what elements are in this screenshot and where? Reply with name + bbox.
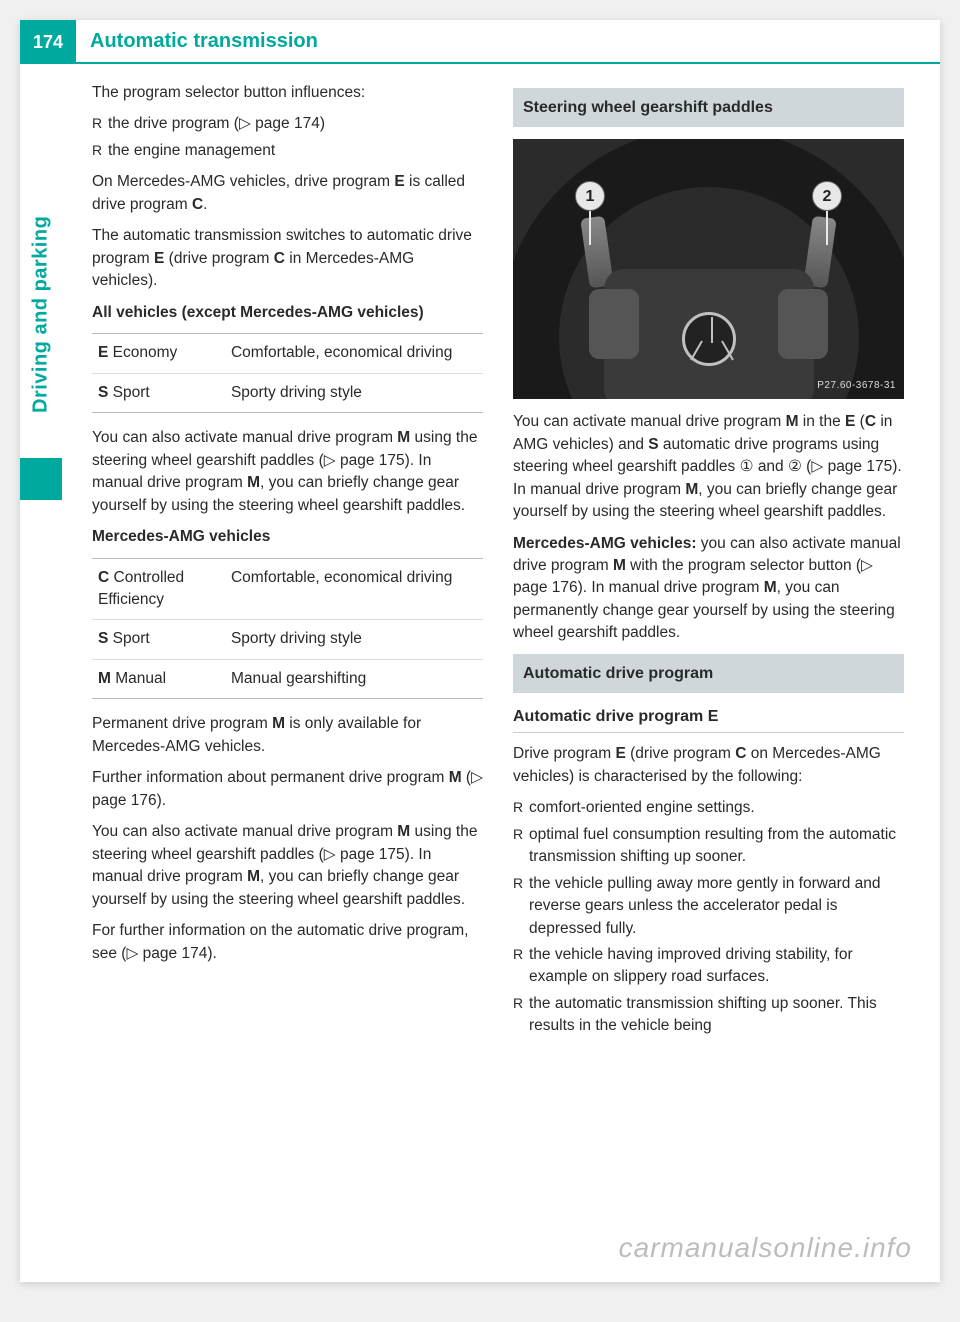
- table-all-vehicles: E Economy Comfortable, economical drivin…: [92, 333, 483, 413]
- callout-line: [826, 211, 828, 245]
- bullet-item: R comfort-oriented engine settings.: [513, 797, 904, 819]
- bullet-marker: R: [92, 140, 108, 162]
- heading-all-vehicles: All vehicles (except Mercedes-AMG vehicl…: [92, 302, 483, 324]
- bullet-item: R the automatic transmission shifting up…: [513, 993, 904, 1038]
- bullets-auto-e: R comfort-oriented engine settings. R op…: [513, 797, 904, 1038]
- bullet-item: R the vehicle pulling away more gently i…: [513, 873, 904, 940]
- side-tab-square: [20, 458, 62, 500]
- bullet-item: R the engine management: [92, 140, 483, 162]
- manual-page: 174 Automatic transmission Driving and p…: [20, 20, 940, 1282]
- bullet-text: comfort-oriented engine settings.: [529, 797, 904, 819]
- para-further: Further information about permanent driv…: [92, 767, 483, 812]
- bullet-text: the vehicle having improved driving stab…: [529, 944, 904, 989]
- bullet-text: the automatic transmission shifting up s…: [529, 993, 904, 1038]
- page-header: 174 Automatic transmission: [20, 20, 940, 64]
- para-amg-e: On Mercedes-AMG vehicles, drive program …: [92, 171, 483, 216]
- heading-amg-vehicles: Mercedes-AMG vehicles: [92, 526, 483, 548]
- bullet-text: the engine management: [108, 140, 483, 162]
- page-number: 174: [20, 20, 76, 64]
- table-amg-vehicles: C Controlled Efficiency Comfortable, eco…: [92, 558, 483, 700]
- intro-text: The program selector button influences:: [92, 82, 483, 104]
- para-auto-e: Drive program E (drive program C on Merc…: [513, 743, 904, 788]
- side-tab: Driving and parking: [20, 170, 62, 500]
- bullet-item: R optimal fuel consumption resulting fro…: [513, 824, 904, 869]
- button-cluster-right: [778, 289, 828, 359]
- para-manual-2: You can also activate manual drive progr…: [92, 821, 483, 911]
- para-auto-switch: The automatic transmission switches to a…: [92, 225, 483, 292]
- callout-2: 2: [812, 181, 842, 211]
- para-see-further: For further information on the automatic…: [92, 920, 483, 965]
- table-row: C Controlled Efficiency Comfortable, eco…: [92, 558, 483, 620]
- table-row: E Economy Comfortable, economical drivin…: [92, 334, 483, 373]
- figure-code: P27.60-3678-31: [817, 379, 896, 394]
- table-row: S Sport Sporty driving style: [92, 620, 483, 659]
- table-row: M Manual Manual gearshifting: [92, 659, 483, 698]
- bullet-marker: R: [92, 113, 108, 135]
- bullet-item: R the vehicle having improved driving st…: [513, 944, 904, 989]
- para-paddles-2: Mercedes-AMG vehicles: you can also acti…: [513, 533, 904, 645]
- para-manual-1: You can also activate manual drive progr…: [92, 427, 483, 517]
- side-label: Driving and parking: [20, 170, 62, 458]
- bullet-item: R the drive program (▷ page 174): [92, 113, 483, 135]
- header-title: Automatic transmission: [76, 20, 940, 64]
- bullets-influences: R the drive program (▷ page 174) R the e…: [92, 113, 483, 162]
- bullet-marker: R: [513, 944, 529, 989]
- mercedes-logo-icon: [682, 312, 736, 366]
- bullet-text: optimal fuel consumption resulting from …: [529, 824, 904, 869]
- bullet-marker: R: [513, 824, 529, 869]
- bullet-text: the drive program (▷ page 174): [108, 113, 483, 135]
- button-cluster-left: [589, 289, 639, 359]
- callout-1: 1: [575, 181, 605, 211]
- steering-wheel-figure: 1 2 P27.60-3678-31: [513, 139, 904, 399]
- heading-steering-paddles: Steering wheel gearshift paddles: [513, 88, 904, 127]
- bullet-marker: R: [513, 873, 529, 940]
- para-permanent: Permanent drive program M is only availa…: [92, 713, 483, 758]
- callout-line: [589, 211, 591, 245]
- page-content: The program selector button influences: …: [92, 82, 904, 1242]
- bullet-marker: R: [513, 993, 529, 1038]
- table-row: S Sport Sporty driving style: [92, 373, 483, 412]
- bullet-marker: R: [513, 797, 529, 819]
- bullet-text: the vehicle pulling away more gently in …: [529, 873, 904, 940]
- subheading-auto-e: Automatic drive program E: [513, 705, 904, 733]
- para-paddles-1: You can activate manual drive program M …: [513, 411, 904, 523]
- heading-auto-program: Automatic drive program: [513, 654, 904, 693]
